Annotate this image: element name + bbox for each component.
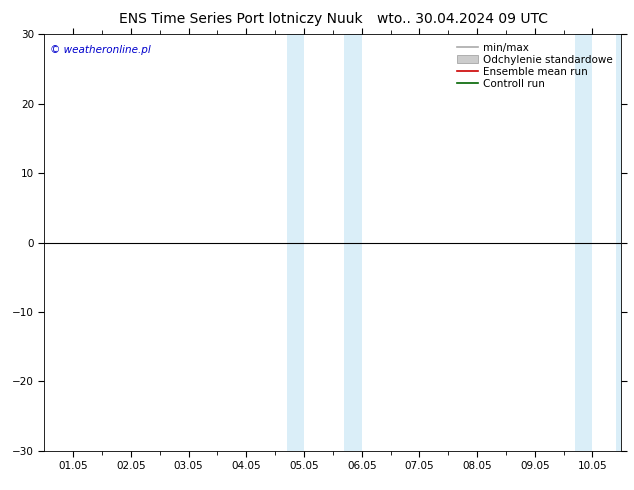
Text: © weatheronline.pl: © weatheronline.pl bbox=[50, 45, 151, 55]
Legend: min/max, Odchylenie standardowe, Ensemble mean run, Controll run: min/max, Odchylenie standardowe, Ensembl… bbox=[454, 40, 616, 92]
Bar bbox=[575, 34, 592, 451]
Bar bbox=[287, 34, 304, 451]
Text: ENS Time Series Port lotniczy Nuuk: ENS Time Series Port lotniczy Nuuk bbox=[119, 12, 363, 26]
Text: wto.. 30.04.2024 09 UTC: wto.. 30.04.2024 09 UTC bbox=[377, 12, 548, 26]
Bar bbox=[344, 34, 361, 451]
Bar bbox=[616, 34, 633, 451]
